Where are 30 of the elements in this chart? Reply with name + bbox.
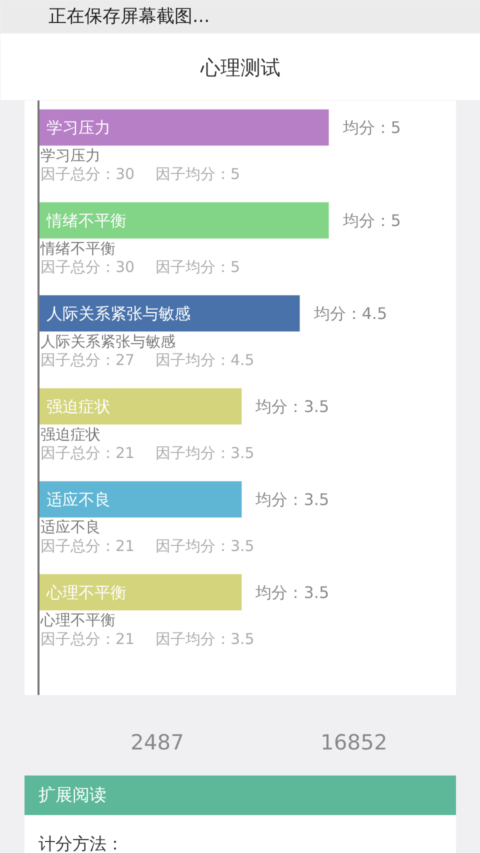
annotation: 因子均分：3.5 — [156, 536, 254, 555]
data-label: 均分：3.5 — [254, 490, 330, 509]
text: 16852 — [320, 730, 388, 754]
y-tick-label: 适应不良 — [46, 490, 110, 509]
annotation: 因子总分：30 — [40, 258, 135, 276]
annotation: 因子总分：27 — [40, 350, 135, 369]
data-label: 均分：4.5 — [312, 304, 388, 323]
y-tick-label: 强迫症状 — [46, 396, 110, 416]
y-tick-label: 心理不平衡 — [46, 582, 126, 602]
chart-title: 心理测试 — [200, 56, 280, 80]
data-label: 均分：5 — [342, 118, 401, 137]
annotation: 因子均分：3.5 — [156, 630, 254, 648]
annotation: 因子均分：5 — [156, 258, 240, 276]
annotation: 因子均分：5 — [156, 164, 240, 183]
annotation: 因子总分：21 — [40, 536, 135, 555]
y-tick-label: 情绪不平衡 — [46, 210, 126, 230]
annotation: 因子均分：4.5 — [156, 350, 254, 369]
text: 计分方法： — [38, 834, 124, 853]
y-tick-label: 人际关系紧张与敏感 — [46, 304, 190, 323]
text: 扩展阅读 — [38, 786, 106, 806]
annotation: 因子总分：21 — [40, 444, 135, 462]
data-label: 均分：3.5 — [254, 582, 330, 602]
data-label: 均分：3.5 — [254, 396, 330, 416]
text: 2487 — [130, 730, 184, 754]
annotation: 因子均分：3.5 — [156, 444, 254, 462]
annotation: 因子总分：21 — [40, 630, 135, 648]
text: 正在保存屏幕截图... — [48, 6, 210, 27]
annotation: 因子总分：30 — [40, 164, 135, 183]
data-label: 均分：5 — [342, 210, 401, 230]
y-tick-label: 学习压力 — [46, 118, 110, 137]
